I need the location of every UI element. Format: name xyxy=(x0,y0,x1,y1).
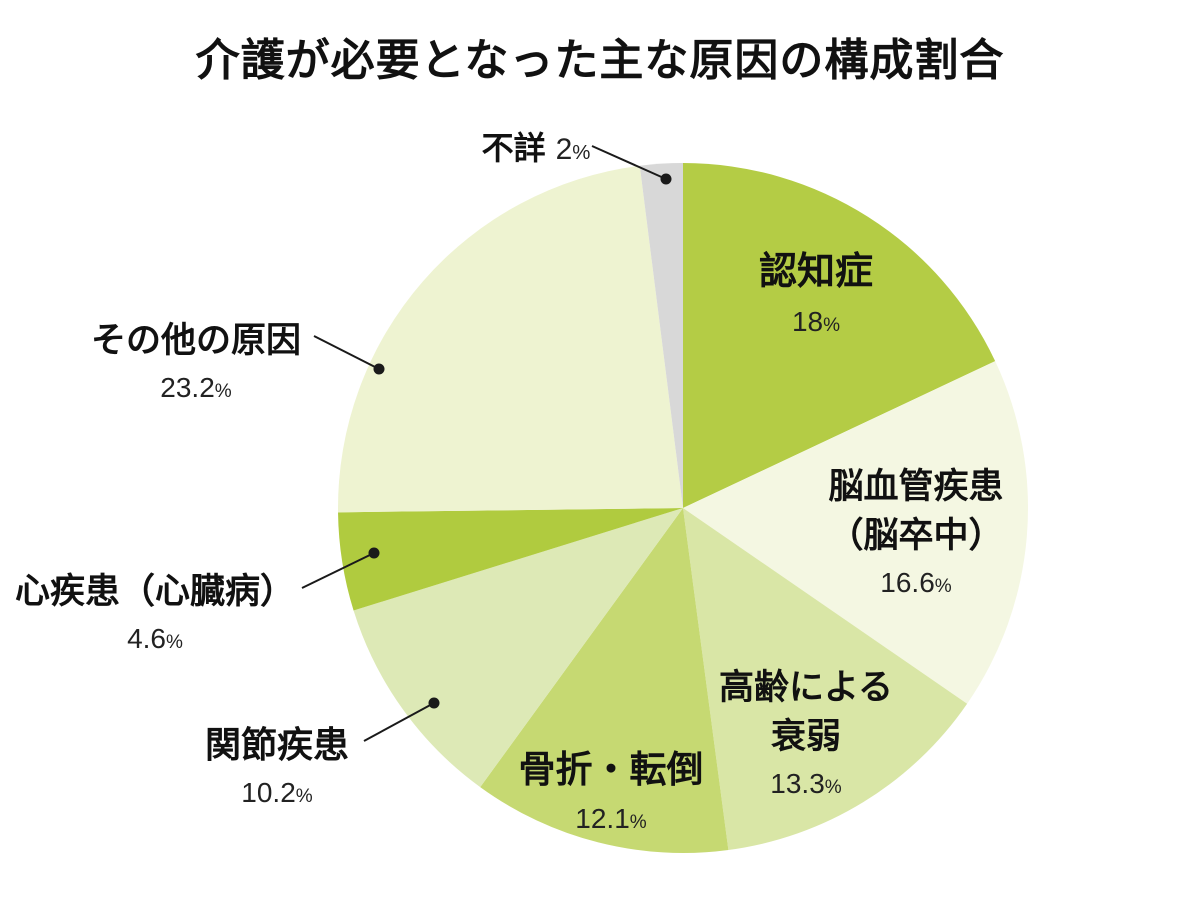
slice-value-number: 10.2 xyxy=(241,777,296,809)
pie-slice-other xyxy=(338,165,683,513)
slice-value: 12.1% xyxy=(519,803,704,835)
pie-slice-dementia xyxy=(683,163,996,508)
slice-name: 脳血管疾患 xyxy=(828,467,1004,506)
slice-value-number: 4.6 xyxy=(127,623,167,654)
leader-line-joint xyxy=(363,702,435,742)
slice-value-number: 2 xyxy=(555,133,573,166)
slice-name: その他の原因 xyxy=(90,321,302,360)
slice-name-line2: 衰弱 xyxy=(770,717,842,756)
percent-sign: % xyxy=(823,315,841,337)
percent-sign: % xyxy=(295,786,313,808)
leader-dot-heart xyxy=(368,547,380,559)
leader-line-heart xyxy=(301,552,375,589)
slice-label-dementia: 認知症 18% xyxy=(759,246,873,338)
percent-sign: % xyxy=(629,811,647,833)
percent-sign: % xyxy=(572,142,591,164)
slice-label-frailty: 高齢による 衰弱 13.3% xyxy=(719,663,893,800)
slice-value: 4.6% xyxy=(15,623,295,655)
slice-value-number: 16.6 xyxy=(880,567,935,598)
percent-sign: % xyxy=(934,576,952,597)
slice-label-heart: 心疾患（心臓病） 4.6% xyxy=(15,567,295,655)
pie-slice-unknown xyxy=(639,163,683,508)
slice-value: 13.3% xyxy=(719,768,893,800)
slice-value: 16.6% xyxy=(828,567,1003,599)
slice-value: 2% xyxy=(556,133,591,166)
slice-value: 18% xyxy=(759,306,873,338)
slice-value: 10.2% xyxy=(205,777,349,809)
percent-sign: % xyxy=(214,381,232,402)
slice-label-joint: 関節疾患 10.2% xyxy=(205,720,349,809)
pie-slice-frailty xyxy=(683,508,968,850)
slice-name: 不詳 xyxy=(481,130,546,166)
leader-line-unknown xyxy=(591,145,667,180)
slice-label-fracture: 骨折・転倒 12.1% xyxy=(519,744,704,835)
chart-title: 介護が必要となった主な原因の構成割合 xyxy=(195,36,1005,85)
slice-name: 骨折・転倒 xyxy=(518,749,704,790)
pie-slice-fracture xyxy=(480,508,729,853)
slice-label-other: その他の原因 23.2% xyxy=(91,316,301,404)
slice-name: 心疾患（心臓病） xyxy=(14,572,296,611)
slice-label-unknown: 不詳 2% xyxy=(482,126,591,171)
pie-slice-heart xyxy=(338,508,683,611)
slice-value-number: 12.1 xyxy=(575,802,630,834)
slice-value-number: 18 xyxy=(791,306,824,338)
slice-name: 高齢による xyxy=(719,668,893,707)
leader-dot-other xyxy=(373,363,385,375)
slice-value-number: 23.2 xyxy=(160,372,215,403)
pie-slice-stroke xyxy=(683,361,1029,704)
slice-label-stroke: 脳血管疾患 （脳卒中） 16.6% xyxy=(828,462,1003,599)
slice-name-line2: （脳卒中） xyxy=(828,516,1004,555)
percent-sign: % xyxy=(824,777,842,798)
leader-dot-joint xyxy=(428,697,440,709)
percent-sign: % xyxy=(166,632,183,653)
slice-name: 関節疾患 xyxy=(204,724,350,765)
leader-dot-unknown xyxy=(660,173,672,185)
slice-name: 認知症 xyxy=(758,251,874,293)
slice-value: 23.2% xyxy=(91,372,301,404)
leader-line-other xyxy=(313,335,380,370)
slice-value-number: 13.3 xyxy=(770,768,825,799)
pie-slice-joint xyxy=(353,508,683,788)
